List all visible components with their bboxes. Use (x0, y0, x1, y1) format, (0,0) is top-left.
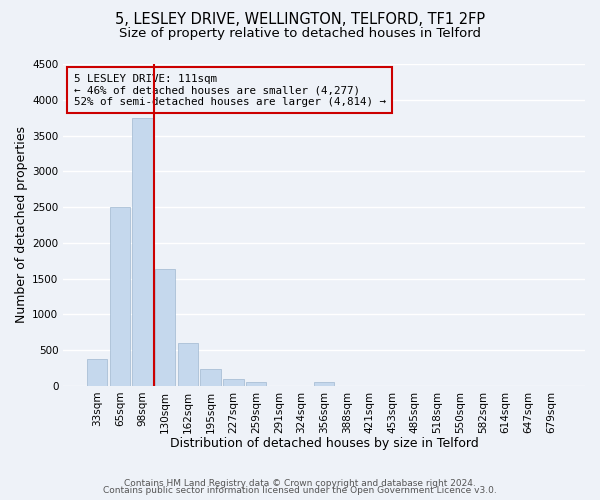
Bar (246, 382, 266, 386)
Bar (314, 382, 334, 386)
Y-axis label: Number of detached properties: Number of detached properties (15, 126, 28, 324)
Text: Size of property relative to detached houses in Telford: Size of property relative to detached ho… (119, 28, 481, 40)
Text: 5, LESLEY DRIVE, WELLINGTON, TELFORD, TF1 2FP: 5, LESLEY DRIVE, WELLINGTON, TELFORD, TF… (115, 12, 485, 28)
Text: 5 LESLEY DRIVE: 111sqm
← 46% of detached houses are smaller (4,277)
52% of semi-: 5 LESLEY DRIVE: 111sqm ← 46% of detached… (74, 74, 386, 107)
Bar (155, 268, 175, 386)
Bar (133, 118, 153, 386)
Bar (110, 207, 130, 386)
Bar (178, 343, 198, 386)
Text: Contains HM Land Registry data © Crown copyright and database right 2024.: Contains HM Land Registry data © Crown c… (124, 478, 476, 488)
Bar (87, 358, 107, 386)
Bar (200, 368, 221, 386)
X-axis label: Distribution of detached houses by size in Telford: Distribution of detached houses by size … (170, 437, 479, 450)
Bar (223, 378, 244, 386)
Text: Contains public sector information licensed under the Open Government Licence v3: Contains public sector information licen… (103, 486, 497, 495)
